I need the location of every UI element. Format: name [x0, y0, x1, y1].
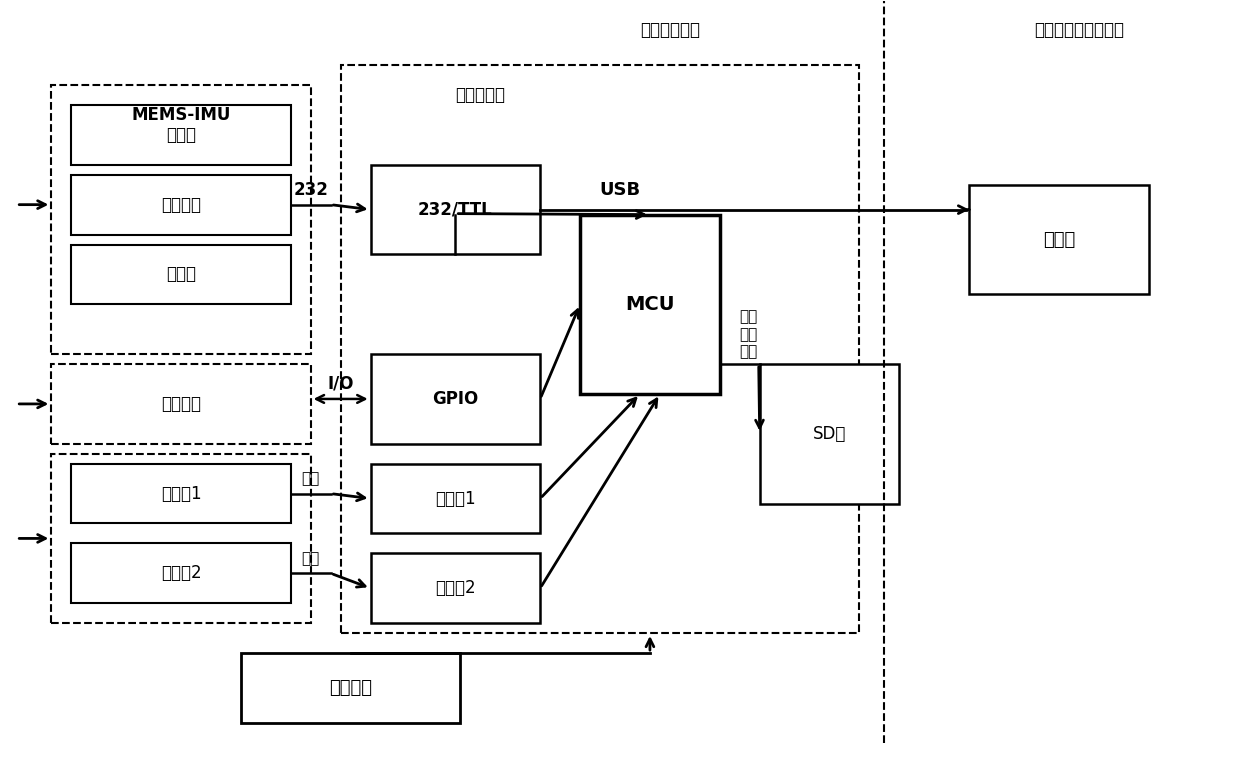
Text: 加速度计: 加速度计 — [161, 196, 201, 214]
Bar — [580, 215, 719, 394]
Bar — [71, 543, 290, 604]
Bar — [371, 165, 541, 254]
Text: 计数器2: 计数器2 — [435, 579, 476, 597]
Bar — [341, 65, 859, 633]
Bar — [51, 364, 311, 444]
Bar — [371, 354, 541, 444]
Text: 数据
拼接
存储: 数据 拼接 存储 — [740, 309, 758, 359]
Text: 232: 232 — [293, 181, 329, 199]
Bar — [760, 364, 899, 503]
Text: 数据采集板: 数据采集板 — [455, 86, 506, 104]
Text: 控制面板: 控制面板 — [161, 395, 201, 413]
Text: 里程计2: 里程计2 — [161, 565, 201, 582]
Text: 陀螺仪: 陀螺仪 — [166, 126, 196, 144]
Bar — [71, 244, 290, 304]
Bar — [71, 464, 290, 523]
Bar — [970, 185, 1148, 294]
Text: 上位机: 上位机 — [1043, 231, 1075, 248]
Bar — [51, 85, 311, 354]
Text: 里程计1: 里程计1 — [161, 484, 201, 503]
Text: I/O: I/O — [327, 375, 353, 393]
Text: SD卡: SD卡 — [813, 425, 846, 443]
Text: 磁力计: 磁力计 — [166, 265, 196, 283]
Text: USB: USB — [599, 181, 641, 199]
Text: 计数器1: 计数器1 — [435, 490, 476, 507]
Text: MEMS-IMU: MEMS-IMU — [131, 106, 231, 124]
Bar — [241, 653, 460, 723]
Text: 脉冲: 脉冲 — [301, 551, 320, 566]
Text: GPIO: GPIO — [433, 390, 479, 408]
Bar — [51, 454, 311, 623]
Bar — [71, 175, 290, 235]
Bar — [71, 105, 290, 165]
Text: MCU: MCU — [625, 295, 675, 314]
Text: 脉冲: 脉冲 — [301, 471, 320, 486]
Bar — [371, 464, 541, 533]
Text: 上位机数据处理系统: 上位机数据处理系统 — [1034, 21, 1123, 39]
Bar — [371, 553, 541, 623]
Text: 电源模块: 电源模块 — [329, 679, 372, 697]
Text: 数据采集系统: 数据采集系统 — [640, 21, 699, 39]
Text: 232/TTL: 232/TTL — [418, 201, 492, 219]
